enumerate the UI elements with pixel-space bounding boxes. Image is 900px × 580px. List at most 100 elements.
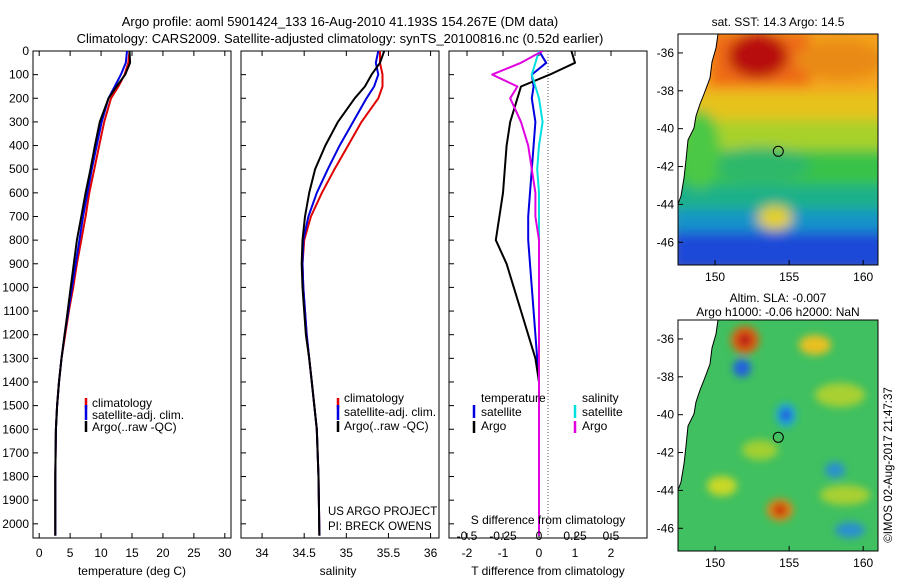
y-tick-label: 1800	[2, 470, 29, 484]
y-tick-label: 1600	[2, 422, 29, 436]
x-tick-label: 10	[94, 546, 108, 560]
y-tick-label: 1400	[2, 375, 29, 389]
y-tick-label: 1300	[2, 351, 29, 365]
argo-position-marker	[772, 431, 784, 443]
legend-item-temp-satellite: satellite	[481, 405, 522, 419]
salinity-plot-frame	[240, 50, 440, 539]
y-tick-label: 500	[9, 162, 29, 176]
y-tick-label: 1500	[2, 399, 29, 413]
sst-map-axes: 150 155 160 -36 -38 -40 -42 -44 -46	[657, 46, 874, 284]
y-tick-label: 800	[9, 233, 29, 247]
salinity-x-label: salinity	[320, 564, 357, 578]
map-y-tick-label: -38	[657, 84, 675, 98]
sla-map-image	[678, 320, 878, 551]
map-y-tick-label: -46	[657, 521, 675, 535]
series-line-argo-raw-qc-	[300, 51, 386, 536]
legend-item-argo: Argo(..raw -QC)	[92, 420, 177, 434]
difference-panel: -2 -1 0 1 2 T difference from climatology S …	[448, 50, 648, 578]
map-y-tick-label: -40	[657, 408, 675, 422]
s-diff-tick-label: -0.5	[457, 529, 478, 543]
y-tick-label: 100	[9, 68, 29, 82]
coastline-shape	[678, 34, 719, 205]
map-x-tick-label: 150	[705, 270, 725, 284]
y-tick-label: 1700	[2, 446, 29, 460]
legend-item-satellite-adj: satellite-adj. clim.	[92, 408, 184, 422]
x-tick-label: 30	[218, 546, 232, 560]
map-y-tick-label: -40	[657, 122, 675, 136]
temperature-x-label: temperature (deg C)	[78, 564, 186, 578]
header-line-2: Climatology: CARS2009. Satellite-adjuste…	[77, 31, 604, 46]
map-x-tick-label: 155	[779, 270, 799, 284]
series-line-salinity-argo	[491, 51, 544, 536]
map-y-tick-label: -44	[657, 197, 675, 211]
salinity-profile-lines	[300, 51, 386, 536]
salinity-x-axis: 34 34.5 35 35.5 36	[241, 50, 438, 560]
y-tick-label: 2000	[2, 517, 29, 531]
x-tick-label: 25	[187, 546, 201, 560]
x-tick-label: 34.5	[293, 546, 317, 560]
s-diff-tick-label: 0	[536, 529, 543, 543]
map-y-tick-label: -36	[657, 46, 675, 60]
sla-map: Altim. SLA: -0.007 Argo h1000: -0.06 h20…	[657, 291, 879, 570]
salinity-panel: 34 34.5 35 35.5 36 salinity climatology sate…	[240, 50, 440, 578]
s-difference-ticks: -0.5 -0.25 0 0.25 0.5	[457, 529, 620, 543]
map-y-tick-label: -38	[657, 370, 675, 384]
x-tick-label: -2	[462, 546, 473, 560]
legend-item-satellite-adj: satellite-adj. clim.	[344, 405, 436, 419]
temperature-y-axis: 0 100 200 300 400 500 600 700 800 900 1000 1100 1200…	[2, 44, 38, 531]
sla-map-title-2: Argo h1000: -0.06 h2000: NaN	[696, 305, 859, 319]
legend-item-climatology: climatology	[92, 396, 152, 410]
map-y-tick-label: -46	[657, 235, 675, 249]
x-tick-label: 35	[340, 546, 354, 560]
project-note: US ARGO PROJECT	[328, 506, 437, 518]
x-tick-label: 20	[156, 546, 170, 560]
sst-map-title: sat. SST: 14.3 Argo: 14.5	[712, 15, 845, 29]
y-tick-label: 0	[22, 44, 29, 58]
y-tick-label: 1000	[2, 280, 29, 294]
x-tick-label: 34	[255, 546, 269, 560]
legend-head-salinity: salinity	[582, 391, 619, 405]
y-tick-label: 300	[9, 115, 29, 129]
difference-legend: temperature salinity satellite Argo sate…	[472, 391, 623, 433]
y-tick-label: 900	[9, 257, 29, 271]
credit-text: ©IMOS 02-Aug-2017 21:47:37	[883, 387, 895, 543]
sst-map-frame	[677, 33, 879, 266]
x-tick-label: 36	[424, 546, 438, 560]
legend-item-sal-satellite: satellite	[582, 405, 623, 419]
x-tick-label: 1	[572, 546, 579, 560]
map-x-tick-label: 160	[853, 556, 873, 570]
y-tick-label: 600	[9, 186, 29, 200]
map-y-tick-label: -42	[657, 160, 675, 174]
legend-item-argo: Argo(..raw -QC)	[344, 419, 429, 433]
temperature-legend: climatology satellite-adj. clim. Argo(..…	[84, 396, 184, 434]
y-tick-label: 1900	[2, 493, 29, 507]
map-y-tick-label: -42	[657, 446, 675, 460]
x-tick-label: 0	[36, 546, 43, 560]
legend-item-sal-argo: Argo	[582, 419, 608, 433]
t-difference-label: T difference from climatology	[471, 564, 625, 578]
s-diff-tick-label: -0.25	[489, 529, 517, 543]
x-tick-label: -1	[498, 546, 509, 560]
x-tick-label: 15	[125, 546, 139, 560]
s-diff-tick-label: 0.25	[563, 529, 587, 543]
series-line-argo-raw-qc-	[54, 51, 132, 536]
salinity-legend: climatology satellite-adj. clim. Argo(..…	[336, 391, 436, 433]
map-x-tick-label: 150	[705, 556, 725, 570]
legend-head-temperature: temperature	[481, 391, 546, 405]
sla-map-axes: 150 155 160 -36 -38 -40 -42 -44 -46	[657, 332, 874, 570]
x-tick-label: 35.5	[377, 546, 401, 560]
difference-profile-lines	[491, 51, 576, 536]
x-tick-label: 0	[536, 546, 543, 560]
sla-map-frame	[677, 319, 879, 552]
x-tick-label: 5	[67, 546, 74, 560]
legend-item-climatology: climatology	[344, 391, 404, 405]
map-y-tick-label: -36	[657, 332, 675, 346]
sla-map-title-1: Altim. SLA: -0.007	[730, 291, 827, 305]
temperature-plot-frame	[32, 50, 232, 539]
sst-map: sat. SST: 14.3 Argo: 14.5 150 155 160-	[657, 15, 879, 284]
pi-note: PI: BRECK OWENS	[328, 521, 432, 533]
header-line-1: Argo profile: aoml 5901424_133 16-Aug-20…	[122, 14, 559, 29]
y-tick-label: 1200	[2, 328, 29, 342]
map-x-tick-label: 155	[779, 556, 799, 570]
